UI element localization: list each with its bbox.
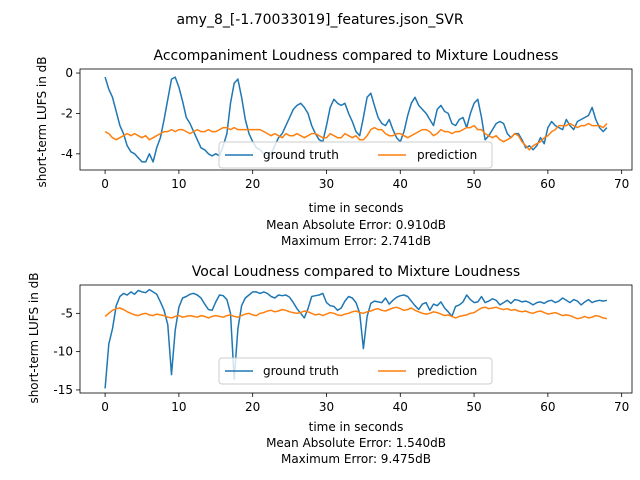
axes-frame [79,68,633,171]
series-line-ground-truth [104,288,608,389]
chart-title: Vocal Loudness compared to Mixture Loudn… [192,264,520,280]
y-tick-label: -4 [61,147,73,161]
x-axis-label: time in seconds [309,201,404,215]
legend-label: prediction [417,148,477,162]
x-tick-label: 20 [245,177,260,191]
y-tick-label: -2 [61,106,73,120]
metric-maximum-error: Maximum Error: 2.741dB [281,234,431,248]
x-tick-label: 30 [319,400,334,414]
legend-label: ground truth [263,364,339,378]
x-tick-label: 10 [171,400,186,414]
y-tick-label: -10 [53,345,73,359]
x-tick-label: 40 [393,177,408,191]
x-tick-label: 60 [540,400,555,414]
y-tick-label: 0 [65,66,73,80]
legend-box [218,141,493,169]
x-tick-label: 40 [393,400,408,414]
x-tick-label: 50 [466,177,481,191]
metric-maximum-error: Maximum Error: 9.475dB [281,452,431,466]
figure-suptitle: amy_8_[-1.70033019]_features.json_SVR [176,12,463,28]
subplot-vocal: Vocal Loudness compared to Mixture Loudn… [27,264,633,466]
x-tick-label: 0 [101,177,109,191]
y-axis-label: short-term LUFS in dB [27,272,41,403]
x-tick-label: 0 [101,400,109,414]
series-line-prediction [104,306,608,320]
x-tick-label: 70 [614,400,629,414]
x-tick-label: 60 [540,177,555,191]
x-tick-label: 30 [319,177,334,191]
x-tick-label: 50 [466,400,481,414]
x-tick-label: 70 [614,177,629,191]
series-line-prediction [104,122,608,151]
chart-title: Accompaniment Loudness compared to Mixtu… [154,48,559,64]
x-tick-label: 20 [245,400,260,414]
metric-mean-absolute-error: Mean Absolute Error: 0.910dB [266,218,446,232]
legend-label: prediction [417,364,477,378]
subplot-accompaniment: Accompaniment Loudness compared to Mixtu… [35,48,633,248]
x-tick-label: 10 [171,177,186,191]
y-axis-label: short-term LUFS in dB [35,56,49,187]
x-axis-label: time in seconds [309,420,404,434]
legend-box [218,357,493,385]
y-tick-label: -5 [61,306,73,320]
metric-mean-absolute-error: Mean Absolute Error: 1.540dB [266,436,446,450]
axes-frame [79,284,633,394]
y-tick-label: -15 [53,383,73,397]
legend-label: ground truth [263,148,339,162]
